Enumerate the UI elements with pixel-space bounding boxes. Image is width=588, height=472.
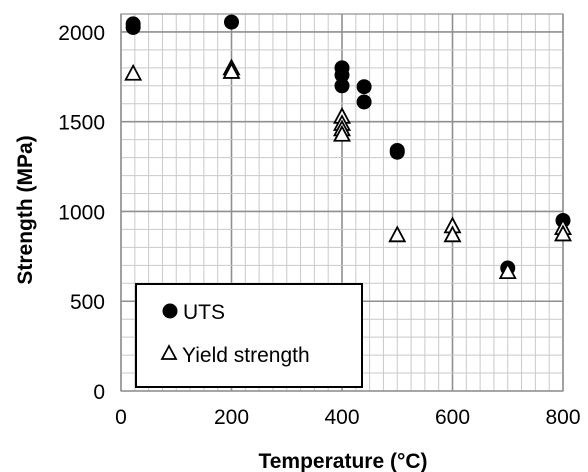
yield-strength-point: [498, 262, 517, 280]
x-tick-label: 200: [214, 406, 249, 429]
uts-point: [334, 67, 350, 83]
yield-strength-point: [124, 63, 143, 81]
y-tick-label: 500: [70, 291, 105, 314]
yield-strength-point: [443, 225, 462, 243]
data-points: [124, 14, 573, 280]
y-axis-title: Strength (MPa): [14, 135, 37, 284]
uts-point: [224, 14, 239, 30]
legend-yield-marker: [160, 344, 178, 360]
uts-point: [356, 79, 372, 95]
x-tick-label: 600: [435, 406, 470, 429]
x-axis-title: Temperature (°C): [258, 450, 427, 472]
y-tick-label: 0: [93, 381, 105, 404]
legend-uts-label: UTS: [183, 301, 225, 324]
yield-strength-point: [388, 225, 407, 243]
y-tick-label: 1500: [58, 112, 105, 135]
plot-border: [120, 13, 564, 392]
yield-strength-point: [553, 224, 573, 242]
legend: UTS Yield strength: [135, 283, 363, 388]
uts-point: [356, 94, 372, 110]
uts-point: [389, 144, 405, 160]
yield-strength-point: [332, 124, 352, 142]
legend-yield-label: Yield strength: [182, 344, 310, 367]
y-tick-label: 2000: [58, 22, 105, 45]
legend-box: [135, 283, 363, 388]
uts-point: [125, 19, 141, 35]
y-tick-labels: 0 500 1000 1500 2000: [58, 22, 105, 404]
x-tick-labels: 0 200 400 600 800: [115, 406, 580, 429]
x-tick-label: 0: [115, 406, 127, 429]
legend-uts-marker: [162, 303, 178, 319]
x-tick-label: 800: [545, 406, 580, 429]
x-tick-label: 400: [324, 406, 359, 429]
uts-point: [334, 78, 350, 94]
y-tick-label: 1000: [58, 201, 105, 224]
yield-strength-point: [222, 62, 241, 79]
